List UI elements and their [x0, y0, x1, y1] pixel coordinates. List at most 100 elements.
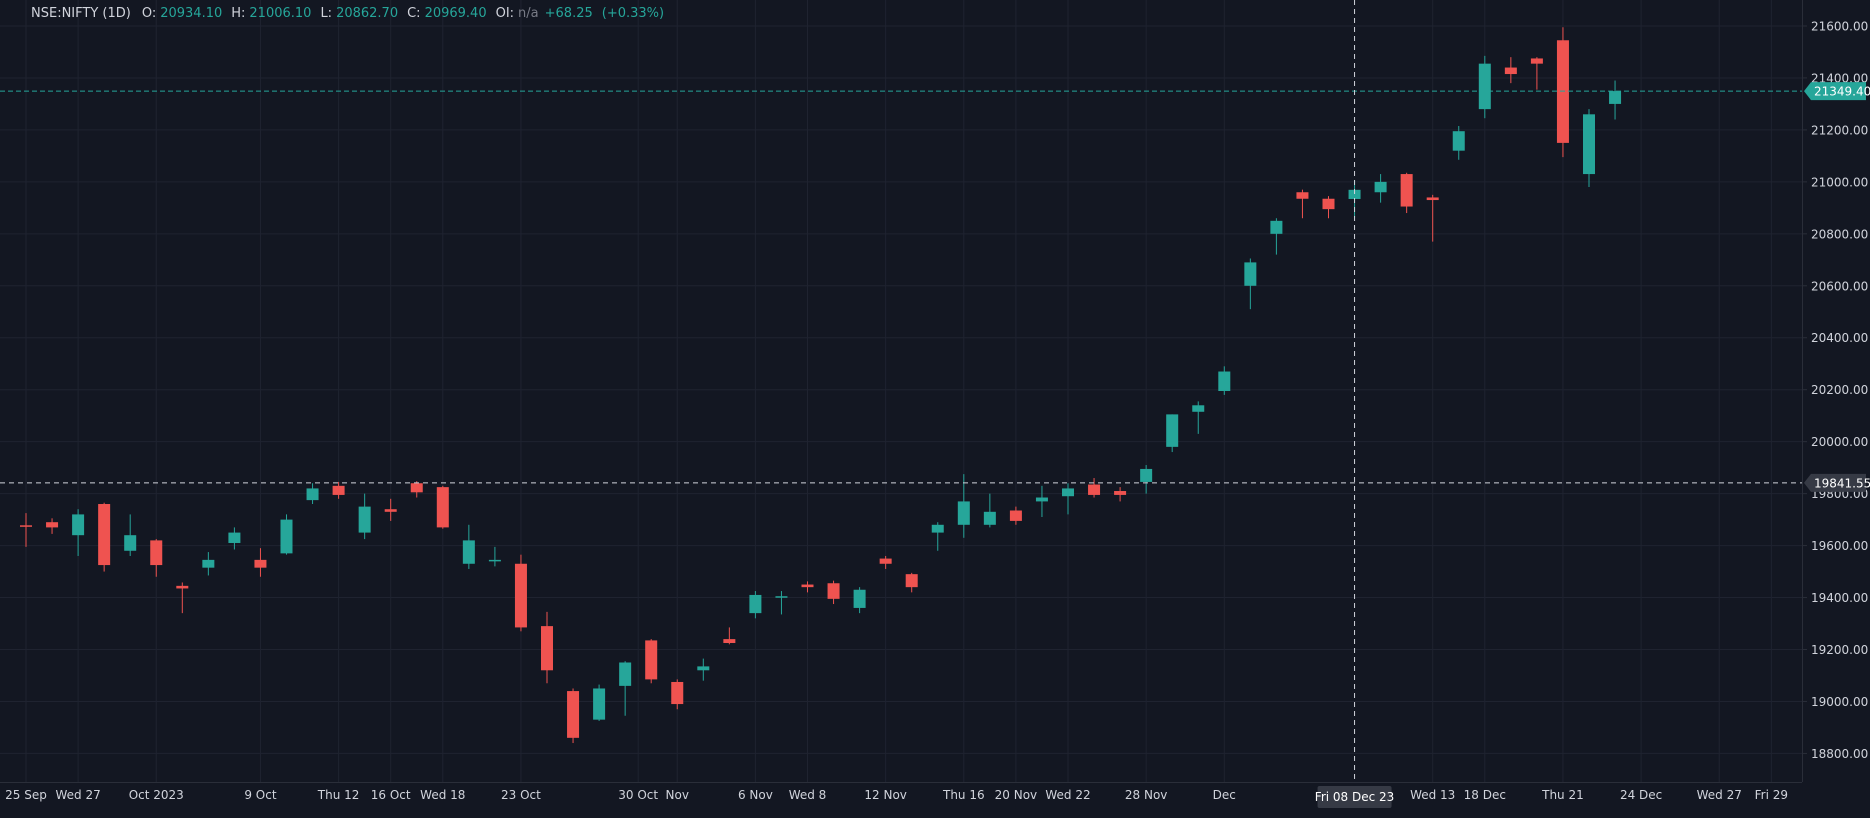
y-axis-tick-label: 19600.00	[1811, 539, 1868, 553]
y-axis-tick-label: 21400.00	[1811, 71, 1868, 85]
candle-body[interactable]	[619, 662, 632, 686]
candle-body[interactable]	[1478, 63, 1491, 110]
candle-body[interactable]	[1504, 67, 1517, 75]
close-value: 20969.40	[424, 5, 487, 21]
candle-body[interactable]	[671, 681, 684, 705]
candle-body[interactable]	[1348, 189, 1361, 199]
candle-body[interactable]	[20, 525, 32, 527]
candle-body[interactable]	[723, 639, 736, 644]
candle-body[interactable]	[254, 559, 267, 568]
candle-body[interactable]	[1400, 174, 1413, 207]
candle-body[interactable]	[1114, 491, 1127, 495]
candle-body[interactable]	[801, 584, 814, 588]
candle-body[interactable]	[332, 485, 345, 495]
candle-body[interactable]	[1270, 220, 1283, 234]
x-axis-tick-label: Thu 12	[317, 788, 360, 802]
candle-body[interactable]	[1009, 510, 1022, 521]
x-axis-tick-label: Thu 21	[1541, 788, 1584, 802]
candle-body[interactable]	[697, 666, 710, 671]
candle-body[interactable]	[1530, 58, 1543, 64]
candle-body[interactable]	[1244, 262, 1257, 286]
candle-body[interactable]	[775, 596, 788, 598]
candle-body[interactable]	[853, 589, 866, 608]
crosshair-price-label: 19841.55	[1814, 476, 1870, 490]
candle-body[interactable]	[202, 559, 215, 568]
candle-body[interactable]	[983, 511, 996, 525]
candle-body[interactable]	[1322, 198, 1335, 210]
change-value: +68.25	[544, 5, 593, 21]
ohlc-legend: NSE:NIFTY (1D) O: 20934.10 H: 21006.10 L…	[31, 4, 673, 22]
candle-body[interactable]	[749, 594, 762, 614]
candle-body[interactable]	[957, 501, 970, 525]
x-axis-tick-label: Fri 29	[1755, 788, 1788, 802]
candle-body[interactable]	[1583, 114, 1595, 175]
candle-body[interactable]	[879, 558, 892, 564]
candle-body[interactable]	[150, 540, 163, 566]
x-axis-tick-label: 30 Oct	[618, 788, 658, 802]
candle-body[interactable]	[827, 583, 840, 599]
candle-body[interactable]	[306, 488, 319, 501]
candle-body[interactable]	[1426, 197, 1439, 201]
candle-body[interactable]	[1088, 484, 1101, 495]
candle-body[interactable]	[176, 585, 189, 589]
candle-body[interactable]	[124, 535, 137, 551]
candle-body[interactable]	[1062, 488, 1074, 497]
x-axis-tick-label: Thu 16	[942, 788, 985, 802]
x-axis-tick-label: 6 Nov	[738, 788, 773, 802]
x-axis-tick-label: Dec	[1213, 788, 1236, 802]
x-axis-tick-label: 20 Nov	[995, 788, 1038, 802]
candle-body[interactable]	[228, 532, 241, 543]
y-axis-tick-label: 21200.00	[1811, 123, 1868, 137]
x-axis-tick-label: 18 Dec	[1464, 788, 1506, 802]
candle-body[interactable]	[1609, 91, 1622, 104]
y-axis-tick-label: 18800.00	[1811, 747, 1868, 761]
candle-body[interactable]	[384, 509, 397, 512]
candle-body[interactable]	[462, 540, 475, 564]
candle-body[interactable]	[905, 574, 918, 588]
candle-body[interactable]	[72, 514, 85, 536]
candle-body[interactable]	[1374, 181, 1387, 193]
candle-body[interactable]	[1452, 131, 1465, 151]
x-axis-tick-label: 9 Oct	[244, 788, 276, 802]
candle-body[interactable]	[358, 506, 371, 533]
candle-body[interactable]	[280, 519, 293, 554]
candle-body[interactable]	[931, 524, 944, 533]
oi-label: OI:	[495, 5, 515, 21]
x-axis-tick-label: Wed 18	[420, 788, 465, 802]
candle-body[interactable]	[1296, 192, 1309, 199]
y-axis-tick-label: 20400.00	[1811, 331, 1868, 345]
x-axis-tick-label: 28 Nov	[1125, 788, 1168, 802]
candle-body[interactable]	[410, 483, 423, 493]
candle-body[interactable]	[1218, 371, 1231, 391]
candle-body[interactable]	[98, 504, 111, 566]
candle-body[interactable]	[1192, 405, 1205, 412]
oi-value: n/a	[518, 5, 539, 21]
candle-body[interactable]	[46, 522, 59, 528]
open-value: 20934.10	[160, 5, 223, 21]
y-axis-tick-label: 20000.00	[1811, 435, 1868, 449]
y-axis-tick-label: 20200.00	[1811, 383, 1868, 397]
x-axis-tick-label: Wed 27	[55, 788, 100, 802]
candle-body[interactable]	[514, 563, 527, 628]
candle-body[interactable]	[645, 640, 658, 680]
candle-body[interactable]	[1140, 468, 1153, 482]
x-axis-tick-label: Wed 22	[1045, 788, 1090, 802]
high-value: 21006.10	[249, 5, 312, 21]
y-axis-tick-label: 20800.00	[1811, 227, 1868, 241]
symbol-label[interactable]: NSE:NIFTY (1D)	[31, 5, 131, 21]
candle-body[interactable]	[488, 559, 501, 562]
x-axis-tick-label: Wed 13	[1410, 788, 1455, 802]
y-axis-tick-label: 19000.00	[1811, 695, 1868, 709]
x-axis-tick-label: 12 Nov	[864, 788, 907, 802]
crosshair-price-badge	[1804, 473, 1866, 492]
x-axis-tick-label: 16 Oct	[371, 788, 411, 802]
candle-body[interactable]	[436, 487, 449, 528]
candle-body[interactable]	[1166, 414, 1179, 447]
candle-body[interactable]	[1035, 497, 1048, 502]
candle-body[interactable]	[567, 691, 580, 738]
last-price-badge	[1804, 82, 1866, 101]
candle-body[interactable]	[593, 688, 606, 720]
candle-body[interactable]	[541, 626, 553, 671]
